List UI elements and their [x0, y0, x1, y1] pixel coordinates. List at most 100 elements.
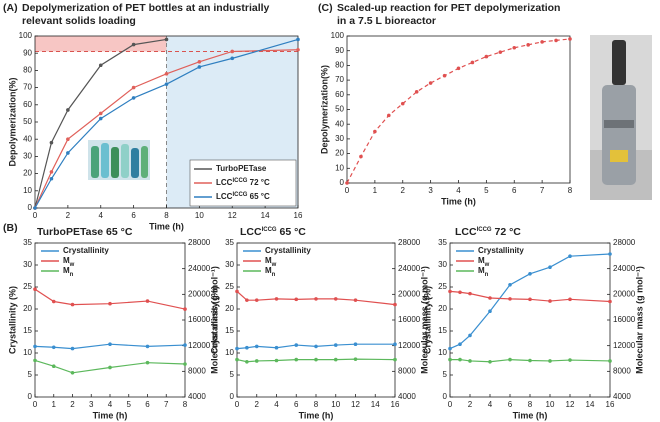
label-part: LCC [455, 226, 477, 238]
y2-tick-label: 28000 [188, 238, 211, 247]
plots: 0 2 4 6 8 10 12 14 160102030405060708090100Time … [3, 2, 644, 421]
data-point [470, 60, 475, 65]
y2-tick-label: 8000 [613, 366, 631, 375]
data-point [254, 298, 259, 302]
y-axis-label: Depolymerization(%) [7, 77, 17, 166]
data-point [245, 298, 249, 302]
x-tick-label: 10 [331, 400, 340, 409]
series-line [34, 288, 186, 310]
y-tick-label: 30 [23, 260, 32, 269]
plot-frame [34, 242, 186, 398]
label-part: w [484, 262, 490, 268]
x-tick-label: 1 [373, 186, 378, 195]
y2-tick-label: 20000 [613, 289, 636, 298]
y2-tick-label: 28000 [398, 238, 421, 247]
x-tick-label: 10 [546, 400, 555, 409]
data-point [230, 49, 235, 54]
y-tick-label: 100 [19, 31, 33, 40]
data-point [66, 137, 70, 141]
data-point [145, 344, 150, 349]
y-tick-label: 35 [225, 238, 234, 247]
data-point [145, 299, 150, 303]
label-part: M [478, 256, 485, 265]
x-tick-label: 6 [131, 211, 136, 220]
label-part: 72 °C [247, 178, 270, 187]
data-point [508, 297, 512, 301]
y2-tick-label: 24000 [398, 264, 421, 273]
data-point [294, 357, 299, 362]
y-tick-label: 20 [23, 169, 32, 178]
x-tick-label: 7 [164, 400, 169, 409]
x-tick-label: 2 [70, 400, 75, 409]
x-tick-label: 2 [468, 400, 473, 409]
data-point [428, 81, 433, 85]
panel-label: (A) [3, 2, 18, 14]
data-point [448, 289, 452, 294]
y-tick-label: 20 [23, 304, 32, 313]
data-point [235, 289, 239, 294]
y-tick-label: 80 [23, 66, 32, 75]
data-point [296, 37, 300, 42]
data-point [458, 290, 462, 295]
data-point [98, 116, 103, 121]
shaded-region [35, 36, 167, 52]
data-point [608, 299, 612, 304]
chart-title: in a 7.5 L bioreactor [337, 15, 436, 27]
label-part: n [272, 272, 276, 278]
data-point [33, 358, 37, 363]
x-tick-label: 2 [255, 400, 260, 409]
y-tick-label: 10 [225, 348, 234, 357]
y-tick-label: 20 [438, 304, 447, 313]
x-tick-label: 0 [33, 211, 38, 220]
data-point [359, 154, 363, 159]
data-point [528, 358, 532, 363]
y-tick-label: 10 [438, 348, 447, 357]
data-point [548, 359, 552, 363]
y-tick-label: 5 [443, 370, 448, 379]
data-point [164, 37, 169, 42]
data-point [274, 297, 279, 301]
y2-tick-label: 16000 [398, 315, 421, 324]
y2-axis-label: Molecular mass (g mol⁻¹) [419, 266, 429, 374]
x-tick-label: 6 [512, 186, 517, 195]
x-tick-label: 2 [401, 186, 406, 195]
panel-label: (C) [318, 2, 333, 14]
y-tick-label: 100 [331, 31, 345, 40]
bioreactor-photo [590, 35, 652, 200]
data-point [568, 358, 572, 362]
y-tick-label: 20 [335, 149, 344, 158]
data-point [197, 65, 202, 69]
y2-tick-label: 16000 [613, 315, 636, 324]
data-point [183, 307, 187, 311]
series-line [34, 359, 186, 374]
label: Mw [265, 256, 277, 267]
label-part: TurboPETase [216, 164, 267, 173]
label-part: 65 °C [277, 226, 307, 238]
y2-tick-label: 16000 [188, 315, 211, 324]
data-point [33, 287, 37, 292]
y-tick-label: 25 [438, 282, 447, 291]
x-tick-label: 10 [195, 211, 204, 220]
data-point [296, 47, 300, 52]
data-point [108, 301, 112, 306]
y-tick-label: 0 [230, 392, 235, 401]
series-line [346, 38, 571, 184]
y2-tick-label: 20000 [188, 289, 211, 298]
data-point [98, 111, 103, 116]
x-tick-label: 0 [448, 400, 453, 409]
y-tick-label: 60 [23, 100, 32, 109]
data-point [314, 357, 318, 362]
label-part: n [485, 272, 489, 278]
data-point [51, 299, 56, 304]
data-point [353, 342, 358, 347]
data-point [164, 72, 169, 76]
y-tick-label: 40 [335, 119, 344, 128]
y-tick-label: 30 [23, 152, 32, 161]
label-part: ICCG [232, 178, 247, 184]
data-point [512, 45, 517, 50]
data-point [274, 358, 279, 363]
series-line [34, 343, 186, 350]
y2-tick-label: 4000 [398, 392, 416, 401]
label: LCCICCG 72 °C [455, 226, 521, 238]
x-tick-label: 5 [484, 186, 489, 195]
